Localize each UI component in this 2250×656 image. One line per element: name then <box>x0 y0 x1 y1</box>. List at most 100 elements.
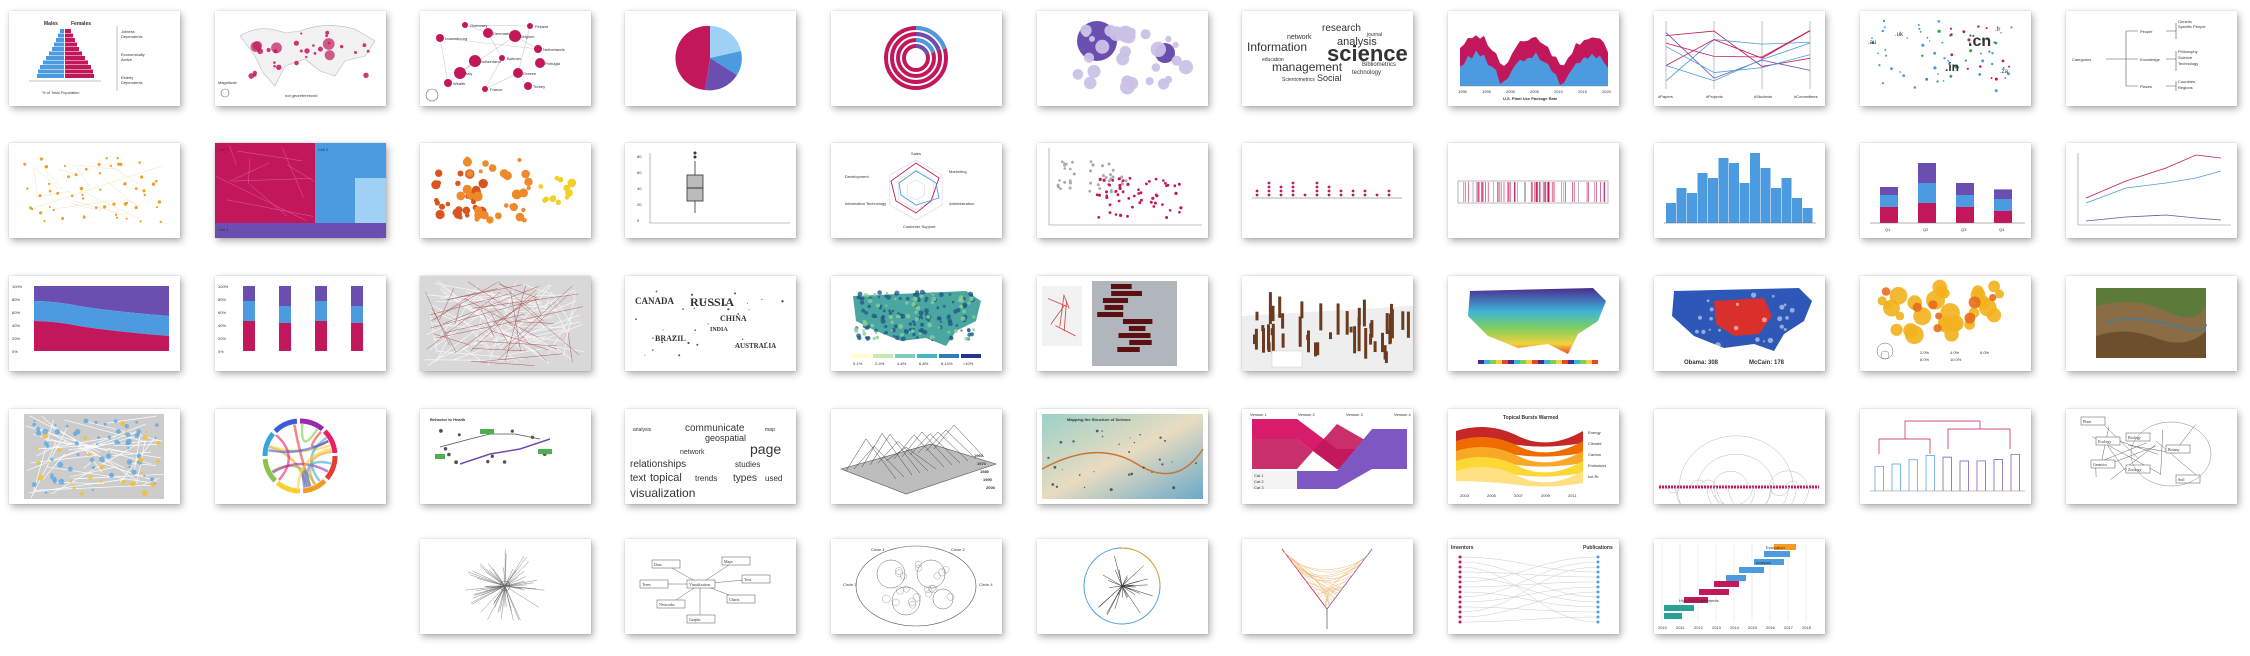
dot-mark <box>1121 179 1125 182</box>
label-n4: Genetics <box>2093 462 2107 467</box>
dot-mark <box>1291 193 1295 197</box>
female-bar <box>65 69 93 74</box>
dot-mark <box>888 311 893 315</box>
thumbnail-city-map-color[interactable] <box>9 409 180 504</box>
label-a4: Customer Support <box>903 224 936 229</box>
thumbnail-radar[interactable]: Sales Marketing Development Customer Suppor… <box>831 143 1002 238</box>
dot-mark <box>253 73 257 77</box>
thumbnail-pie[interactable] <box>625 11 796 106</box>
thumbnail-election-map[interactable]: Obama: 308 McCain: 178 <box>1654 276 1825 371</box>
legend-swatch <box>1490 360 1496 364</box>
thumbnail-stream-area[interactable]: 100% 80% 60% 40% 20% 0% <box>9 276 180 371</box>
left-node <box>1458 615 1462 619</box>
tree-branch <box>489 569 506 587</box>
thumbnail-bipartite[interactable]: Inventors Publications <box>1448 539 1619 634</box>
thumbnail-histogram[interactable] <box>1654 143 1825 238</box>
thumbnail-choropleth-us[interactable]: 0-1% 2-4% 4-6% 6-8% 8-10% >10% <box>831 276 1002 371</box>
label-left: Obama: 308 <box>1684 360 1719 366</box>
thumbnail-gantt[interactable]: 2010 2011 2012 2013 2014 2015 2016 2017 2018 Eval… <box>1654 539 1825 634</box>
label-w11: education <box>1262 57 1284 63</box>
thumbnail-population-pyramid[interactable]: Males Females % of Total Population Jobless… <box>9 11 180 106</box>
link-line <box>1459 566 1599 613</box>
thumbnail-word-map[interactable]: RUSSIA CANADA CHINA BRAZIL AUSTRALIA INDIA <box>625 276 796 371</box>
dot-mark <box>915 561 922 568</box>
thumbnail-heat-map-us[interactable] <box>1448 276 1619 371</box>
dot-mark <box>893 334 896 338</box>
thumbnail-network-boxes[interactable]: Plant Ecology Biology Genetics Zoology Botany… <box>2066 409 2237 504</box>
stacked-bar-segment <box>315 301 327 321</box>
thumbnail-node-link-map[interactable]: Guernsey Luxembourg Denmark Belgium Finland N… <box>420 11 591 106</box>
thumbnail-science-map[interactable]: Behavior to Health <box>420 409 591 504</box>
thumbnail-3d-map-spikes[interactable] <box>1242 276 1413 371</box>
thumbnail-stacked-bar-100[interactable]: 100% 80% 60% 40% 20% 0% <box>215 276 386 371</box>
thumbnail-street-map-gray[interactable] <box>420 276 591 371</box>
label-title: Mapping the Structure of Science <box>1067 417 1131 422</box>
thumbnail-bubble-cluster[interactable] <box>1037 11 1208 106</box>
dot-mark <box>905 301 909 305</box>
tree-branch <box>1117 585 1123 596</box>
legend-swatch <box>1484 360 1490 364</box>
dot-mark <box>1178 60 1193 75</box>
dot-mark <box>1164 439 1166 442</box>
dot-mark <box>83 436 88 441</box>
dot-mark <box>1132 194 1136 198</box>
thumbnail-radial-dendrogram[interactable] <box>1037 539 1208 634</box>
thumbnail-line-chart-3[interactable] <box>2066 143 2237 238</box>
hive-edge <box>1297 562 1362 578</box>
dot-mark <box>543 196 549 202</box>
thumbnail-treemap[interactable]: Cell 1 Cell 2 Cell 3 <box>215 143 386 238</box>
dot-mark <box>1968 296 1981 309</box>
line-mark <box>44 168 63 190</box>
dot-mark <box>50 473 54 477</box>
thumbnail-dendrogram[interactable] <box>1860 409 2031 504</box>
thumbnail-parallel-coordinates[interactable]: #Papers #Projects #Students #Committees <box>1654 11 1825 106</box>
thumbnail-tree-text[interactable]: Categories People Knowledge Places Generic Sp… <box>2066 11 2237 106</box>
thumbnail-bubble-grid[interactable] <box>420 143 591 238</box>
dot-mark <box>435 169 443 177</box>
dot-mark <box>672 336 675 338</box>
thumbnail-hive-plot[interactable] <box>1242 539 1413 634</box>
thumbnail-alluvial-4[interactable]: Version 1 Version 2 Version 3 Version 4 Cat … <box>1242 409 1413 504</box>
thumbnail-stacked-area-time[interactable]: 1990 1995 2000 2005 2010 2015 2020 U.S. Plant U… <box>1448 11 1619 106</box>
dot-mark <box>1068 181 1072 185</box>
thumbnail-word-cloud-orange[interactable]: communicate geospatial page network studies r… <box>625 409 796 504</box>
thumbnail-dot-scatter-orange[interactable] <box>9 143 180 238</box>
thumbnail-concept-map[interactable]: Visualization Data Maps Networks Charts Graph… <box>625 539 796 634</box>
thumbnail-bubble-map[interactable]: Magnitude not georeferenced <box>215 11 386 106</box>
thumbnail-bubble-map-orange[interactable]: 2.0% 4.0% 6.0% 8.0% 10.0% <box>1860 276 2031 371</box>
dot-mark <box>87 453 92 457</box>
label-a5: Information Technology <box>845 201 886 206</box>
thumbnail-circle-packing[interactable]: Circle 1 Circle 2 Circle 3 Circle 4 <box>831 539 1002 634</box>
dot-mark <box>959 304 963 309</box>
thumbnail-arc-diagram[interactable] <box>1654 409 1825 504</box>
right-node <box>1596 590 1600 594</box>
thumbnail-donut-rings[interactable] <box>831 11 1002 106</box>
label-n12: Italy <box>465 71 472 76</box>
dot-mark <box>91 488 94 492</box>
thumbnail-3d-surface[interactable]: 1960 1970 1980 1990 2000 <box>831 409 1002 504</box>
thumbnail-box-plot[interactable]: 80 60 40 20 0 <box>625 143 796 238</box>
thumbnail-radial-tree[interactable] <box>420 539 591 634</box>
line-mark <box>491 335 584 352</box>
thumbnail-chord-diagram[interactable] <box>215 409 386 504</box>
thumbnail-rug-plot[interactable] <box>1448 143 1619 238</box>
node-mark <box>469 55 481 67</box>
thumbnail-science-poster[interactable]: Mapping the Structure of Science <box>1037 409 1208 504</box>
tree-branch <box>494 585 506 608</box>
thumbnail-3d-bars-photo[interactable] <box>1037 276 1208 371</box>
thumbnail-streamgraph[interactable]: Topical Bursts Warmed Energy Climate Carbon… <box>1448 409 1619 504</box>
dot-mark <box>1137 188 1140 191</box>
thumbnail-dot-strip[interactable] <box>1242 143 1413 238</box>
dot-mark <box>948 293 952 296</box>
thumbnail-scatter-two[interactable] <box>1037 143 1208 238</box>
thumbnail-word-cloud[interactable]: science Information analysis management rese… <box>1242 11 1413 106</box>
dot-mark <box>948 335 954 341</box>
concept-node <box>639 579 669 589</box>
dot-strip-graphic <box>1252 181 1402 199</box>
dot-mark <box>870 324 874 327</box>
thumbnail-terrain-photo[interactable] <box>2066 276 2237 371</box>
thumbnail-scatter-text[interactable]: .cn .in .au .uk .za .fr <box>1860 11 2031 106</box>
dot-mark <box>457 433 461 437</box>
dot-mark <box>1978 73 1981 76</box>
thumbnail-stacked-bar-3[interactable]: Q1 Q2 Q3 Q4 <box>1860 143 2031 238</box>
